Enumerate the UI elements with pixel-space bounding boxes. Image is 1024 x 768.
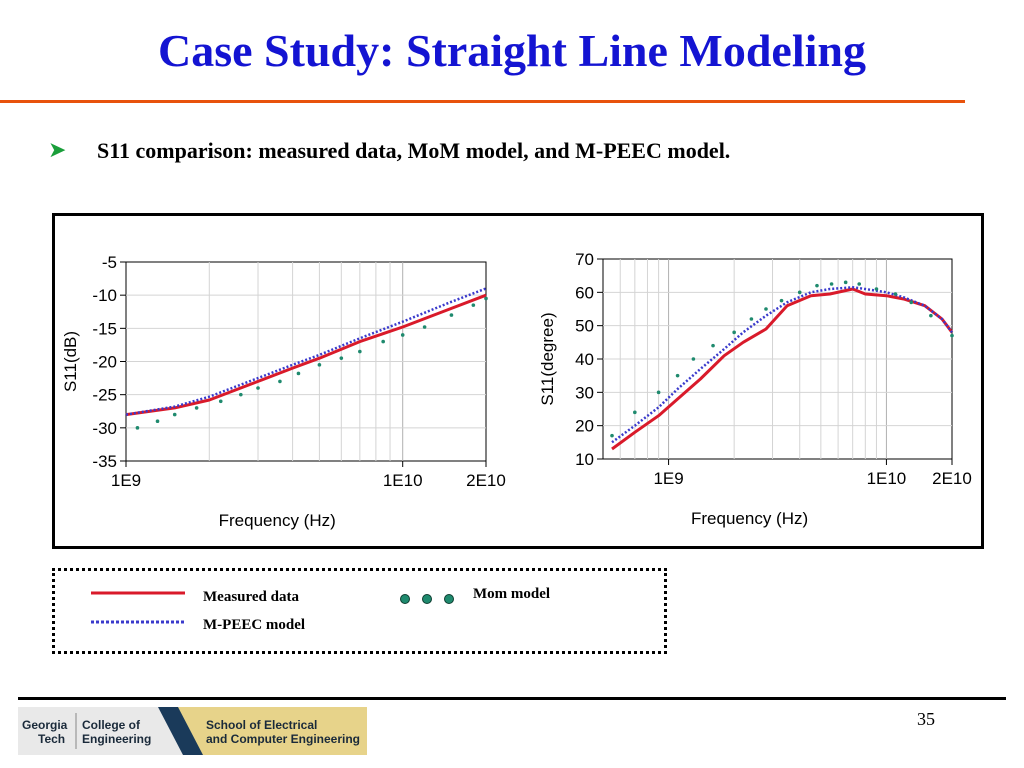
bottom-rule xyxy=(18,697,1006,700)
y-tick-label: 50 xyxy=(575,317,594,336)
mom-model-point xyxy=(764,307,768,311)
y-tick-label: -30 xyxy=(92,419,117,438)
title-rule xyxy=(0,100,965,103)
mpeec-model-line xyxy=(611,286,953,444)
x-axis-label: Frequency (Hz) xyxy=(691,509,808,528)
mom-model-point xyxy=(675,373,680,378)
mom-model-point xyxy=(874,287,879,291)
mom-model-point xyxy=(656,390,661,395)
legend-measured-label: Measured data xyxy=(203,589,299,605)
mom-model-point xyxy=(797,290,802,295)
x-tick-label: 2E10 xyxy=(466,471,506,490)
logo-text-school: School of Electrical xyxy=(206,718,317,732)
measured-line-swatch xyxy=(91,591,185,595)
mpeec-model-line xyxy=(125,287,487,416)
page-number: 35 xyxy=(917,709,935,729)
mom-model-point xyxy=(749,317,754,321)
mom-model-point xyxy=(135,426,140,430)
georgia-tech-logo: Georgia Tech College of Engineering Scho… xyxy=(18,707,367,755)
mom-model-point xyxy=(711,343,715,348)
mom-model-point xyxy=(691,357,696,361)
mom-model-point xyxy=(278,379,282,384)
mom-model-point xyxy=(893,292,898,296)
mom-model-point xyxy=(843,280,848,285)
legend-mom-label: Mom model xyxy=(473,586,551,602)
y-tick-label: -15 xyxy=(92,319,117,338)
mom-model-point xyxy=(422,325,427,329)
arrow-bullet-icon: ➤ xyxy=(48,137,67,162)
x-tick-label: 1E10 xyxy=(867,469,907,488)
measured-data-line xyxy=(125,293,487,417)
mom-model-point xyxy=(339,356,344,360)
y-axis-label: S11(degree) xyxy=(538,312,557,405)
x-tick-label: 2E10 xyxy=(932,469,972,488)
legend-mpeec-label: M-PEEC model xyxy=(203,617,306,633)
mom-model-point xyxy=(194,406,199,410)
y-tick-label: 30 xyxy=(575,383,594,402)
mom-model-point xyxy=(317,363,322,367)
x-tick-label: 1E9 xyxy=(111,471,141,490)
mom-model-point xyxy=(829,282,834,286)
mom-model-point xyxy=(155,419,160,423)
mom-model-point xyxy=(218,399,223,404)
y-tick-label: 40 xyxy=(575,350,594,369)
mom-model-point xyxy=(449,313,454,317)
mom-model-point xyxy=(732,330,736,335)
mom-model-point xyxy=(256,386,260,390)
y-tick-label: 70 xyxy=(575,250,594,269)
x-tick-label: 1E10 xyxy=(383,471,423,490)
logo-text-ece: and Computer Engineering xyxy=(206,732,360,746)
legend-box: Measured data M-PEEC model Mom model xyxy=(52,568,667,654)
mom-model-point xyxy=(484,296,488,301)
mom-model-point xyxy=(358,349,362,354)
slide-title: Case Study: Straight Line Modeling xyxy=(158,25,866,76)
mpeec-line-swatch xyxy=(91,620,185,624)
logo-text-tech: Tech xyxy=(38,732,65,746)
y-tick-label: 20 xyxy=(575,417,594,436)
mom-model-point xyxy=(610,433,614,438)
mom-model-point xyxy=(929,313,933,318)
slide-subtitle: S11 comparison: measured data, MoM model… xyxy=(97,138,731,163)
y-tick-label: -35 xyxy=(92,452,117,471)
x-axis-label: Frequency (Hz) xyxy=(219,511,336,530)
y-axis-label: S11(dB) xyxy=(61,331,80,392)
y-tick-label: -10 xyxy=(92,286,117,305)
y-tick-label: -5 xyxy=(102,253,117,272)
mom-model-point xyxy=(239,392,243,397)
mom-markers-swatch xyxy=(400,594,454,604)
mom-model-point xyxy=(296,371,301,376)
measured-data-line xyxy=(611,287,954,451)
logo-text-engineering: Engineering xyxy=(82,732,151,746)
mom-model-point xyxy=(381,339,385,344)
y-tick-label: 60 xyxy=(575,283,594,302)
mom-model-point xyxy=(857,282,862,286)
plot-frame: -5 -10 -15 -20 -25 -30 -35 1E9 1E10 2E10 Frequency… xyxy=(52,213,984,549)
mom-model-point xyxy=(950,333,954,338)
x-tick-label: 1E9 xyxy=(653,469,683,488)
mom-model-point xyxy=(815,283,819,288)
mom-model-point xyxy=(471,303,476,307)
y-tick-label: -20 xyxy=(92,353,117,372)
mom-model-point xyxy=(172,412,177,417)
y-tick-label: 10 xyxy=(575,450,594,469)
mom-model-point xyxy=(400,333,405,337)
mom-model-point xyxy=(633,410,637,415)
chart-2: 10 20 30 40 50 60 70 1E9 1E10 2E10 Frequency (Hz) S… xyxy=(538,250,972,528)
y-tick-label: -25 xyxy=(92,386,117,405)
mom-model-point xyxy=(779,298,784,303)
logo-text-georgia: Georgia xyxy=(22,718,68,732)
mom-model-point xyxy=(909,300,914,305)
logo-text-college: College of xyxy=(82,718,141,732)
